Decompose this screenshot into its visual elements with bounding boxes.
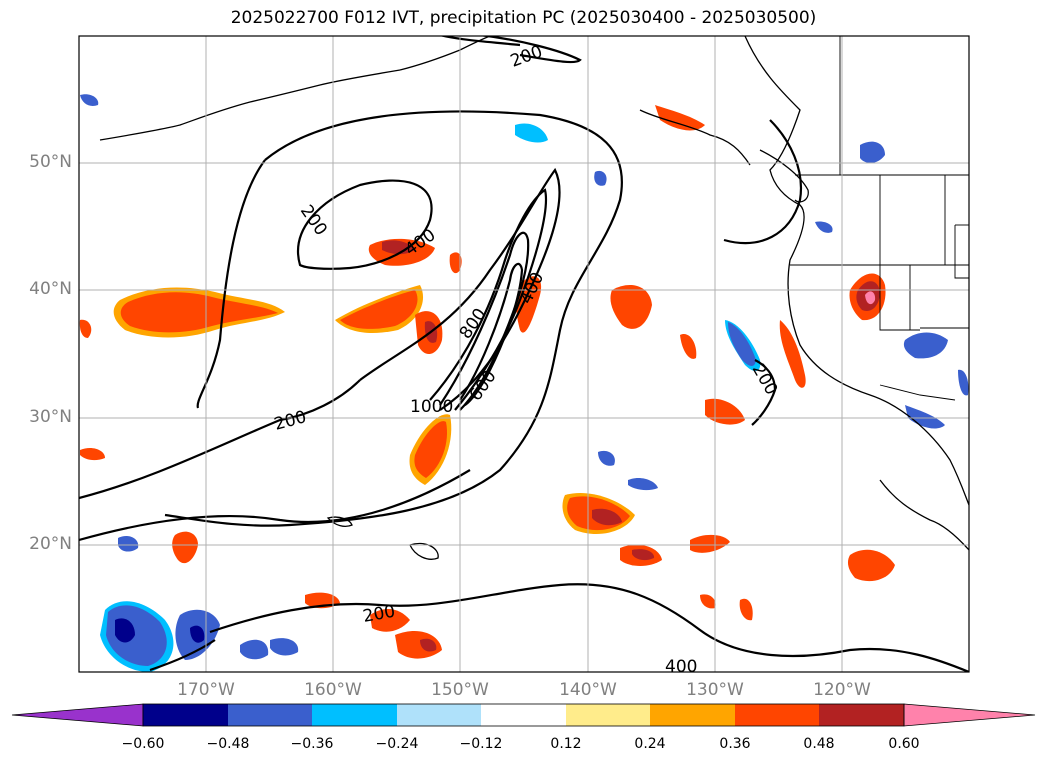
contour-label: 200 bbox=[508, 42, 545, 72]
contour-label: 400 bbox=[665, 657, 697, 677]
colorbar-segment bbox=[819, 704, 904, 726]
map-title: 2025022700 F012 IVT, precipitation PC (2… bbox=[230, 8, 817, 28]
map-plot-area bbox=[79, 36, 969, 672]
graticule bbox=[79, 36, 969, 672]
colorbar-segment bbox=[143, 704, 228, 726]
coastlines bbox=[99, 36, 969, 560]
colorbar-segment bbox=[397, 704, 481, 726]
lon-label-120w: 120°W bbox=[813, 680, 871, 700]
lat-label-20n: 20°N bbox=[29, 534, 72, 554]
lat-label-30n: 30°N bbox=[29, 407, 72, 427]
colorbar-tick: 0.24 bbox=[634, 736, 666, 752]
colorbar-extend-high bbox=[903, 703, 1036, 727]
colorbar-segment bbox=[735, 704, 819, 726]
colorbar-outline bbox=[142, 703, 905, 727]
contour-label: 1000 bbox=[410, 397, 453, 417]
colorbar-tick: 0.12 bbox=[550, 736, 582, 752]
colorbar-segment bbox=[228, 704, 312, 726]
colorbar-tick: −0.12 bbox=[459, 736, 503, 752]
lon-label-150w: 150°W bbox=[431, 680, 489, 700]
lon-label-170w: 170°W bbox=[177, 680, 235, 700]
contour-label: 200 bbox=[272, 407, 309, 435]
colorbar-tick: −0.60 bbox=[121, 736, 165, 752]
colorbar-segment bbox=[481, 704, 566, 726]
colorbar-tick: −0.24 bbox=[375, 736, 419, 752]
colorbar-segment bbox=[650, 704, 735, 726]
lat-label-40n: 40°N bbox=[29, 279, 72, 299]
colorbar-segment bbox=[566, 704, 650, 726]
lon-label-160w: 160°W bbox=[304, 680, 362, 700]
colorbar-extend-low bbox=[11, 703, 144, 727]
colorbar-tick: −0.48 bbox=[206, 736, 250, 752]
lon-label-140w: 140°W bbox=[559, 680, 617, 700]
colorbar-tick: 0.48 bbox=[803, 736, 835, 752]
colorbar bbox=[11, 703, 1036, 727]
lat-label-50n: 50°N bbox=[29, 152, 72, 172]
lon-label-130w: 130°W bbox=[686, 680, 744, 700]
colorbar-tick: 0.60 bbox=[888, 736, 920, 752]
colorbar-tick: 0.36 bbox=[719, 736, 751, 752]
map-frame bbox=[78, 35, 970, 673]
political-borders bbox=[790, 36, 969, 401]
colorbar-segment bbox=[312, 704, 397, 726]
colorbar-tick: −0.36 bbox=[290, 736, 334, 752]
negative-precip-regions bbox=[80, 94, 969, 672]
